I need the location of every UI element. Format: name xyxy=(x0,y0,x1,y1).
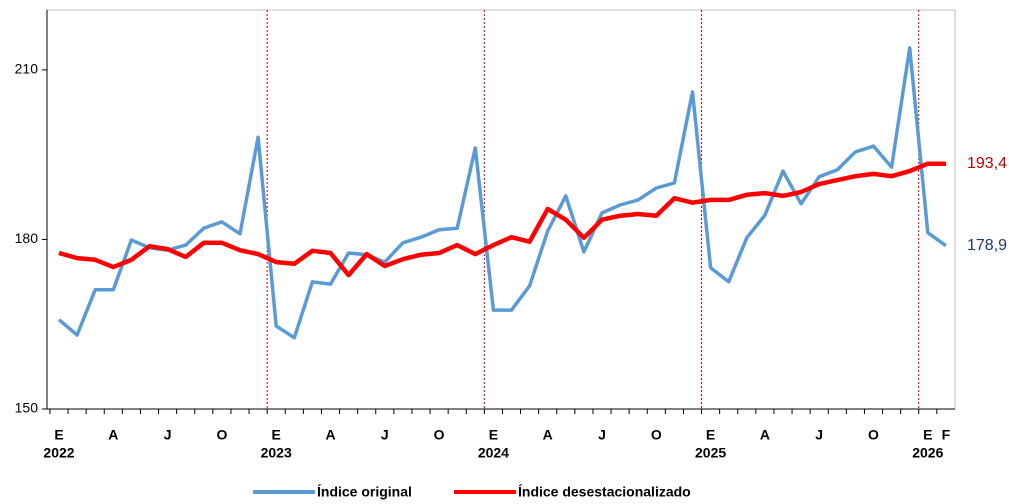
x-tick-label: E xyxy=(706,427,715,443)
x-tick-label: F xyxy=(942,427,951,443)
year-label: 2024 xyxy=(478,445,509,461)
x-tick-label: E xyxy=(272,427,281,443)
year-label: 2026 xyxy=(912,445,943,461)
x-tick-label: A xyxy=(108,427,118,443)
x-tick-label: E xyxy=(489,427,498,443)
x-tick-label: A xyxy=(543,427,553,443)
x-tick-label: E xyxy=(54,427,63,443)
year-label: 2023 xyxy=(261,445,292,461)
x-tick-label: J xyxy=(598,427,606,443)
y-tick-label: 180 xyxy=(15,230,39,246)
x-tick-label: A xyxy=(325,427,335,443)
x-tick-label: O xyxy=(868,427,879,443)
x-tick-label: O xyxy=(651,427,662,443)
legend-label: Índice desestacionalizado xyxy=(518,484,691,500)
y-tick-label: 150 xyxy=(15,400,39,416)
series-line xyxy=(57,46,947,340)
x-tick-label: J xyxy=(381,427,389,443)
series-line xyxy=(58,161,946,278)
x-tick-label: E xyxy=(923,427,932,443)
end-label: 193,4 xyxy=(967,155,1007,172)
legend-label: Índice original xyxy=(317,484,412,500)
year-label: 2025 xyxy=(695,445,726,461)
end-label: 178,9 xyxy=(967,237,1007,254)
x-tick-label: O xyxy=(216,427,227,443)
x-tick-label: J xyxy=(164,427,172,443)
x-tick-label: A xyxy=(760,427,770,443)
y-tick-label: 210 xyxy=(15,61,39,77)
x-tick-label: O xyxy=(434,427,445,443)
plot-area xyxy=(46,9,956,410)
year-label: 2022 xyxy=(43,445,74,461)
x-tick-label: J xyxy=(815,427,823,443)
